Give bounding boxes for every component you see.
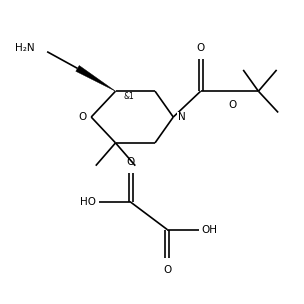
Text: N: N [178, 112, 186, 122]
Text: O: O [163, 265, 171, 275]
Text: O: O [78, 112, 87, 122]
Text: O: O [126, 157, 135, 167]
Text: O: O [228, 100, 237, 110]
Text: &1: &1 [123, 92, 134, 101]
Polygon shape [76, 66, 116, 91]
Text: O: O [196, 43, 205, 53]
Text: H₂N: H₂N [15, 43, 35, 53]
Text: HO: HO [80, 197, 96, 207]
Text: OH: OH [202, 225, 218, 234]
